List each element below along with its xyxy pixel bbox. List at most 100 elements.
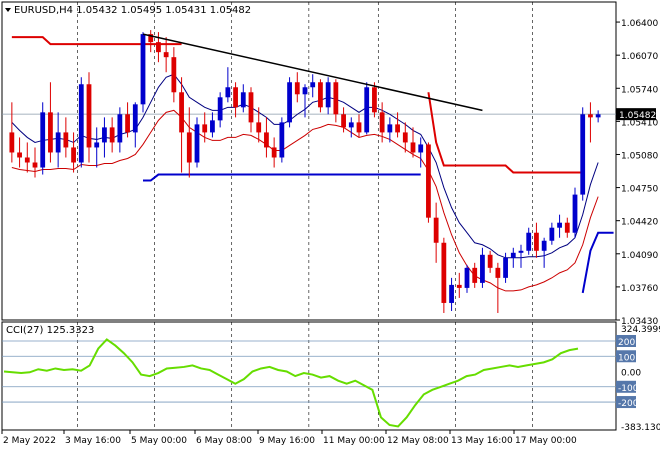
candle-body — [588, 114, 593, 118]
x-tick-label: 2 May 2022 — [3, 436, 56, 446]
candle-body — [40, 112, 46, 168]
x-tick-label: 12 May 08:00 — [387, 436, 449, 446]
candle-body — [379, 112, 385, 133]
candle-body — [117, 114, 123, 143]
cci-y-tick-label: -383.1307 — [621, 423, 660, 433]
candle-body — [140, 34, 146, 105]
candle-body — [456, 284, 462, 288]
candle-body — [518, 250, 524, 253]
stop-level-line — [11, 36, 182, 46]
candle-body — [534, 232, 539, 251]
candle-body — [48, 112, 53, 153]
candle-body — [271, 147, 277, 158]
candle-body — [294, 82, 300, 95]
candle-body — [495, 267, 501, 278]
cci-y-tick-label: 200 — [618, 338, 635, 348]
cci-y-tick-label: -100 — [618, 384, 639, 394]
candle-body — [179, 92, 184, 133]
candle-body — [256, 122, 262, 133]
candle-body — [333, 82, 339, 115]
x-tick-label: 17 May 00:00 — [515, 436, 577, 446]
candle-body — [410, 142, 416, 153]
stop-level-line — [427, 92, 583, 174]
current-price-badge — [616, 108, 656, 121]
cci-level-badge — [616, 350, 636, 363]
y-tick-label: 1.04090 — [621, 251, 658, 261]
candle-body — [217, 97, 223, 121]
candle-body — [17, 152, 22, 158]
candle-body — [264, 132, 269, 148]
y-tick-label: 1.05410 — [621, 118, 658, 128]
candle-body — [125, 114, 130, 133]
cci-y-tick-label: 324.3999 — [621, 325, 660, 335]
moving-average-line — [11, 109, 599, 292]
candle-body — [156, 42, 161, 53]
y-tick-label: 1.03760 — [621, 284, 658, 294]
candle-body — [426, 144, 431, 218]
candle-body — [32, 162, 38, 168]
candle-body — [541, 240, 547, 251]
candle-body — [102, 127, 107, 143]
x-tick-label: 3 May 16:00 — [65, 436, 121, 446]
current-price-label: 1.05482 — [619, 111, 656, 121]
candle-body — [595, 114, 601, 118]
candle-body — [564, 222, 570, 233]
candle-body — [94, 142, 100, 148]
candle-body — [341, 114, 346, 128]
candle-body — [210, 120, 215, 133]
candle-body — [186, 132, 192, 163]
symbol-dropdown-icon[interactable] — [5, 8, 11, 12]
cci-level-badge — [616, 380, 636, 393]
cci-level-badge — [616, 396, 636, 409]
candle-body — [71, 147, 76, 163]
candle-body — [202, 124, 208, 133]
candle-body — [233, 87, 238, 108]
candle-body — [364, 87, 370, 133]
candle-body — [86, 84, 92, 148]
candle-body — [248, 92, 254, 123]
cci-title: CCI(27) 125.3323 — [6, 325, 94, 336]
candle-body — [63, 132, 69, 148]
candle-body — [418, 144, 424, 153]
candle-body — [148, 34, 154, 43]
candle-body — [464, 267, 470, 288]
candle-body — [194, 124, 200, 163]
x-tick-label: 9 May 16:00 — [259, 436, 315, 446]
candle-body — [441, 242, 447, 303]
candle-body — [372, 87, 377, 113]
candle-body — [240, 92, 246, 108]
candle-body — [487, 254, 493, 268]
candle-body — [287, 82, 292, 123]
candle-body — [510, 252, 516, 258]
candle-body — [109, 127, 115, 143]
x-tick-label: 11 May 00:00 — [323, 436, 385, 446]
candle-body — [572, 194, 578, 233]
candle-body — [503, 257, 508, 278]
candle-body — [24, 157, 30, 163]
candle-body — [78, 84, 84, 163]
candle-body — [318, 82, 323, 108]
candle-body — [55, 132, 61, 153]
chart-title: EURUSD,H4 1.05432 1.05495 1.05431 1.0548… — [14, 5, 251, 16]
candle-body — [472, 267, 478, 283]
candle-body — [449, 284, 454, 303]
y-tick-label: 1.05080 — [621, 151, 658, 161]
y-tick-label: 1.03430 — [621, 317, 658, 327]
x-tick-label: 5 May 00:00 — [131, 436, 187, 446]
candle-body — [402, 132, 408, 143]
y-tick-label: 1.04750 — [621, 185, 658, 195]
stop-level-line — [581, 231, 614, 294]
candle-body — [356, 122, 362, 133]
stop-level-line — [143, 173, 421, 182]
candle-body — [580, 114, 586, 195]
cci-y-tick-label: 0.00 — [621, 369, 641, 379]
candle-body — [549, 227, 555, 241]
cci-y-tick-label: -200 — [618, 399, 639, 409]
x-tick-label: 13 May 16:00 — [451, 436, 513, 446]
x-tick-label: 6 May 08:00 — [196, 436, 252, 446]
candle-body — [348, 122, 354, 128]
candle-body — [325, 82, 331, 108]
y-tick-label: 1.05740 — [621, 85, 658, 95]
candle-body — [433, 217, 439, 243]
